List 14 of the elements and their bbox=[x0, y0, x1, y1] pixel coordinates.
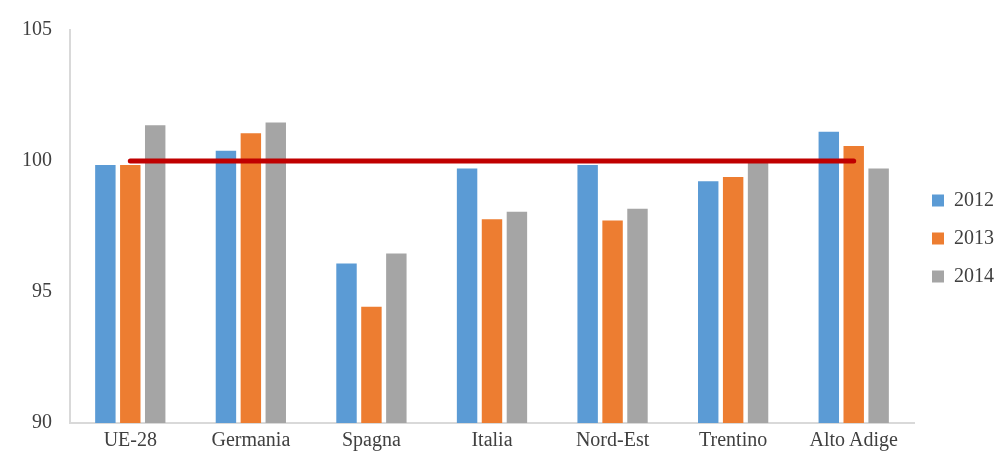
y-tick-label: 90 bbox=[32, 410, 52, 433]
legend-label: 2013 bbox=[954, 225, 994, 248]
y-tick-label: 100 bbox=[22, 148, 52, 171]
x-tick-label: Trentino bbox=[699, 428, 768, 451]
y-tick-label: 105 bbox=[22, 17, 52, 40]
x-tick-label: UE-28 bbox=[103, 428, 157, 451]
y-tick-label: 95 bbox=[32, 279, 52, 302]
x-tick-label: Nord-Est bbox=[575, 428, 650, 451]
x-tick-label: Alto Adige bbox=[809, 428, 898, 452]
legend-label: 2012 bbox=[954, 187, 994, 210]
legend-label: 2014 bbox=[954, 263, 994, 286]
x-tick-label: Spagna bbox=[341, 428, 401, 452]
x-tick-label: Germania bbox=[211, 428, 291, 451]
x-tick-label: Italia bbox=[471, 428, 513, 451]
